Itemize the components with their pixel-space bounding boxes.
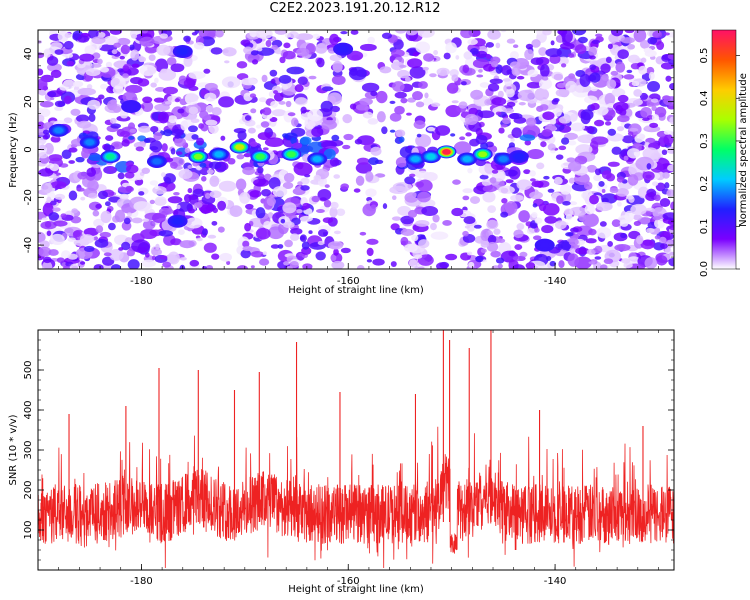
snr-x-tick-label: -160 [337,576,360,587]
colorbar-tick-label: 0.4 [699,90,710,106]
colorbar-tick-label: 0.3 [699,133,710,149]
heatmap-x-tick-label: -140 [544,276,567,287]
heatmap-y-tick-label: 20 [23,95,34,108]
heatmap-plot: -180 -160 -140 -40 -20 0 20 40 Height of strai… [8,29,675,296]
heatmap-peak [534,238,555,252]
heatmap-peak [146,154,167,168]
colorbar-gradient [711,29,737,270]
series-line-snr [38,426,674,569]
snr-y-tick-label: 300 [23,440,34,459]
heatmap-y-tick-label: 40 [23,48,34,61]
heatmap-y-tick-label: -20 [23,189,34,205]
page-title: C2E2.2023.191.20.12.R12 [269,1,441,16]
heatmap-peak [307,152,328,166]
snr-y-tick-label: 200 [23,480,34,499]
colorbar-tick-label: 0.2 [699,176,710,192]
colorbar-tick-label: 0.1 [699,218,710,234]
snr-x-axis-title: Height of straight line (km) [288,584,424,595]
heatmap-peak [472,147,493,161]
heatmap-x-tick-label: -180 [130,276,153,287]
heatmap-peak [493,152,514,166]
heatmap-peak [208,147,229,161]
heatmap-peak [405,152,426,166]
snr-y-axis-title: SNR (10 * v/v) [8,414,19,485]
heatmap-peak [172,45,193,59]
heatmap-peak [436,145,457,159]
heatmap-y-tick-label: 0 [23,146,34,152]
colorbar: 0.0 0.1 0.2 0.3 0.4 0.5 Normalized spectral a… [699,29,749,277]
snr-y-tick-label: 400 [23,400,34,419]
heatmap-peak [420,150,441,164]
snr-y-tick-label: 100 [23,520,34,539]
heatmap-peak [48,123,69,137]
heatmap-peak [457,152,478,166]
snr-x-tick-label: -180 [130,576,153,587]
heatmap-peak [281,147,302,161]
heatmap-peak [79,135,100,149]
snr-y-tick-label: 500 [23,360,34,379]
heatmap-peak [508,150,529,164]
heatmap-peak [100,150,121,164]
snr-plot: -180 -160 -140 100 200 300 400 500 Height of s… [8,329,675,595]
snr-x-tick-label: -140 [544,576,567,587]
heatmap-peak [121,99,142,113]
heatmap-y-tick-label: -40 [23,237,34,253]
colorbar-tick-label: 0.0 [699,261,710,277]
heatmap-peak [167,214,188,228]
colorbar-title: Normalized spectral amplitude [738,73,749,227]
heatmap-x-tick-label: -160 [337,276,360,287]
heatmap-peak [229,140,250,154]
heatmap-y-axis-title: Frequency (Hz) [8,112,19,188]
colorbar-tick-label: 0.5 [699,48,710,64]
heatmap-peak [250,150,271,164]
heatmap-x-axis-title: Height of straight line (km) [288,285,424,296]
heatmap-peak [333,42,354,56]
heatmap-peak [188,150,209,164]
